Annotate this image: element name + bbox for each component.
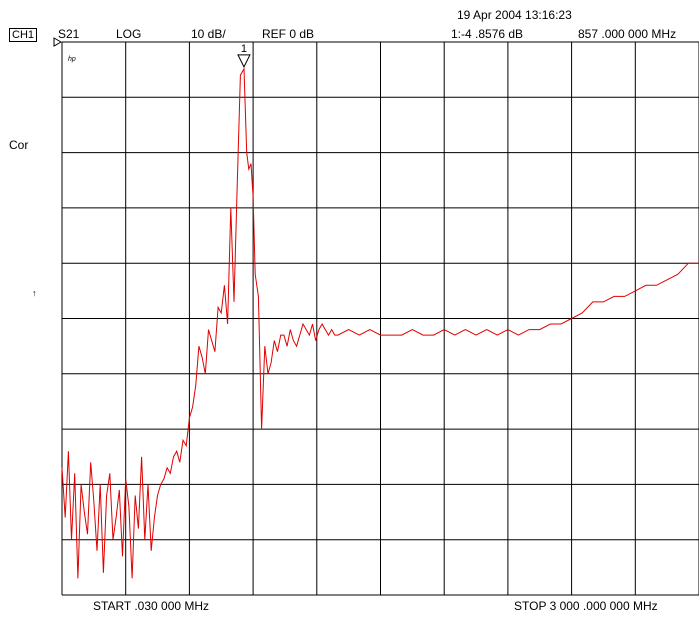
marker-number-label: 1: [241, 43, 247, 55]
arrow-indicator: ↑: [32, 288, 37, 298]
marker-readout: 1:-4 .8576 dB: [451, 27, 524, 41]
trace-line: [61, 67, 699, 579]
trace-layer: [61, 67, 699, 579]
measurement-label[interactable]: S21: [58, 27, 80, 41]
hp-mark: hp: [68, 56, 76, 63]
reference-label[interactable]: REF 0 dB: [262, 27, 315, 41]
marker-layer: 1: [237, 43, 251, 68]
reference-pointer-icon: [53, 37, 63, 47]
start-frequency[interactable]: START .030 000 MHz: [93, 599, 210, 613]
stop-frequency[interactable]: STOP 3 000 .000 000 MHz: [514, 599, 658, 613]
format-label[interactable]: LOG: [116, 27, 142, 41]
channel-indicator[interactable]: CH1: [9, 28, 38, 42]
marker-frequency: 857 .000 000 MHz: [578, 27, 677, 41]
timestamp: 19 Apr 2004 13:16:23: [457, 8, 572, 22]
correction-indicator: Cor: [9, 138, 29, 152]
scale-label[interactable]: 10 dB/: [191, 27, 226, 41]
marker-triangle-icon[interactable]: [237, 54, 251, 68]
grid-lines: [53, 37, 699, 596]
